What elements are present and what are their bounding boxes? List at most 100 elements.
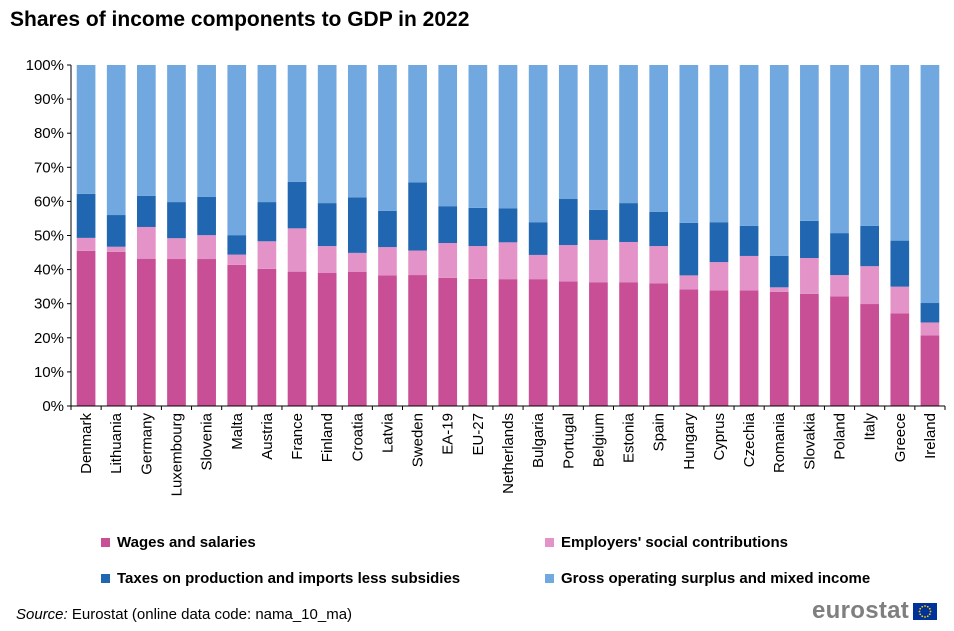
x-tick-label: Cyprus [711, 413, 728, 461]
bar-segment-wages [468, 278, 488, 406]
bar-stack-france [287, 65, 307, 406]
bar-segment-wages [317, 273, 337, 406]
bar-segment-social-contributions [287, 228, 307, 272]
y-axis: 0% 10% 20% 30% 40% 50% 60% 70% 80% 90% 100% [26, 57, 72, 415]
bar-segment-operating-surplus [619, 65, 638, 204]
bar-stack-ea-19 [438, 65, 458, 406]
bar-segment-social-contributions [408, 250, 427, 276]
bar-stack-malta [227, 65, 247, 406]
x-tick-label: Austria [259, 412, 276, 459]
logo-text: eurostat [812, 597, 910, 624]
bar-segment-wages [589, 282, 608, 406]
bar-segment-social-contributions [76, 237, 96, 251]
bar-stack-greece [890, 65, 910, 406]
bar-segment-operating-surplus [739, 65, 759, 226]
x-tick-label: Spain [651, 413, 668, 451]
y-tick-label: 80% [34, 125, 64, 142]
bar-segment-social-contributions [106, 246, 126, 252]
bar-segment-social-contributions [197, 235, 216, 260]
x-tick-label: EA-19 [440, 413, 457, 455]
x-tick-label: Germany [138, 413, 155, 475]
bar-segment-operating-surplus [769, 65, 789, 256]
bar-segment-taxes [649, 211, 669, 247]
bar-segment-operating-surplus [257, 65, 277, 203]
bar-segment-wages [558, 281, 578, 406]
bar-segment-taxes [167, 202, 186, 239]
bar-segment-social-contributions [498, 242, 518, 280]
bar-segment-wages [498, 279, 518, 406]
bar-segment-operating-surplus [649, 65, 669, 212]
y-tick-label: 50% [34, 228, 64, 245]
bar-segment-wages [830, 296, 849, 406]
bar-segment-wages [257, 268, 277, 406]
x-tick-label: Romania [771, 412, 788, 473]
x-tick-label: Belgium [590, 413, 607, 467]
bar-segment-social-contributions [649, 246, 669, 284]
bar-stack-hungary [679, 65, 699, 406]
bar-segment-wages [528, 279, 548, 406]
bar-segment-operating-surplus [378, 65, 397, 211]
chart-title: Shares of income components to GDP in 20… [10, 8, 470, 31]
x-tick-label: Sweden [410, 413, 427, 467]
bar-segment-wages [378, 275, 397, 406]
bar-stack-slovenia [197, 65, 216, 406]
bar-segment-operating-surplus [317, 65, 337, 204]
x-tick-label: Latvia [379, 412, 396, 453]
x-tick-label: Malta [229, 412, 246, 449]
bar-segment-taxes [347, 197, 367, 253]
bar-segment-taxes [890, 240, 910, 287]
bar-stack-sweden [408, 65, 427, 406]
bar-segment-operating-surplus [438, 65, 458, 207]
x-tick-label: Poland [832, 413, 849, 460]
bar-segment-taxes [830, 233, 849, 276]
x-tick-label: EU-27 [470, 413, 487, 456]
bar-segment-social-contributions [890, 286, 910, 314]
bar-segment-taxes [498, 208, 518, 243]
bar-segment-taxes [528, 222, 548, 255]
bar-segment-social-contributions [528, 254, 548, 280]
bar-segment-operating-surplus [227, 65, 247, 236]
y-tick-label: 90% [34, 91, 64, 108]
bar-segment-taxes [317, 203, 337, 247]
bar-segment-taxes [558, 199, 578, 246]
x-tick-label: Bulgaria [530, 412, 547, 468]
bar-segment-operating-surplus [76, 65, 96, 194]
bar-segment-wages [287, 271, 307, 406]
bar-stack-czechia [739, 65, 759, 406]
bar-segment-taxes [257, 202, 277, 242]
bar-stack-italy [860, 65, 879, 406]
y-tick-label: 70% [34, 159, 64, 176]
bar-segment-wages [739, 290, 759, 406]
bar-stack-finland [317, 65, 337, 406]
x-tick-label: Estonia [621, 412, 638, 463]
bar-segment-operating-surplus [468, 65, 488, 208]
bar-segment-taxes [619, 203, 638, 242]
bar-stack-cyprus [709, 65, 729, 406]
bar-segment-wages [347, 271, 367, 406]
bars [76, 65, 940, 406]
eu-flag-icon [913, 602, 938, 620]
bar-segment-taxes [860, 225, 879, 267]
bar-segment-social-contributions [438, 243, 458, 278]
x-tick-label: Slovakia [801, 412, 818, 469]
bar-segment-social-contributions [378, 247, 397, 276]
bar-stack-estonia [619, 65, 638, 406]
bar-segment-social-contributions [769, 287, 789, 292]
bar-segment-social-contributions [619, 241, 638, 283]
bar-segment-taxes [589, 209, 608, 240]
x-tick-label: Denmark [78, 413, 95, 474]
bar-segment-social-contributions [317, 246, 337, 274]
source-label: Source: [16, 606, 68, 623]
bar-stack-slovakia [800, 65, 819, 406]
bar-segment-social-contributions [800, 258, 819, 294]
bar-stack-latvia [378, 65, 397, 406]
bar-stack-croatia [347, 65, 367, 406]
bar-segment-wages [769, 291, 789, 406]
source-note: Source: Eurostat (online data code: nama… [16, 606, 352, 623]
bar-segment-operating-surplus [408, 65, 427, 183]
bar-segment-taxes [197, 196, 216, 236]
bar-segment-wages [920, 335, 940, 406]
bar-segment-operating-surplus [197, 65, 216, 197]
bar-segment-social-contributions [558, 245, 578, 282]
bar-segment-taxes [920, 303, 940, 323]
